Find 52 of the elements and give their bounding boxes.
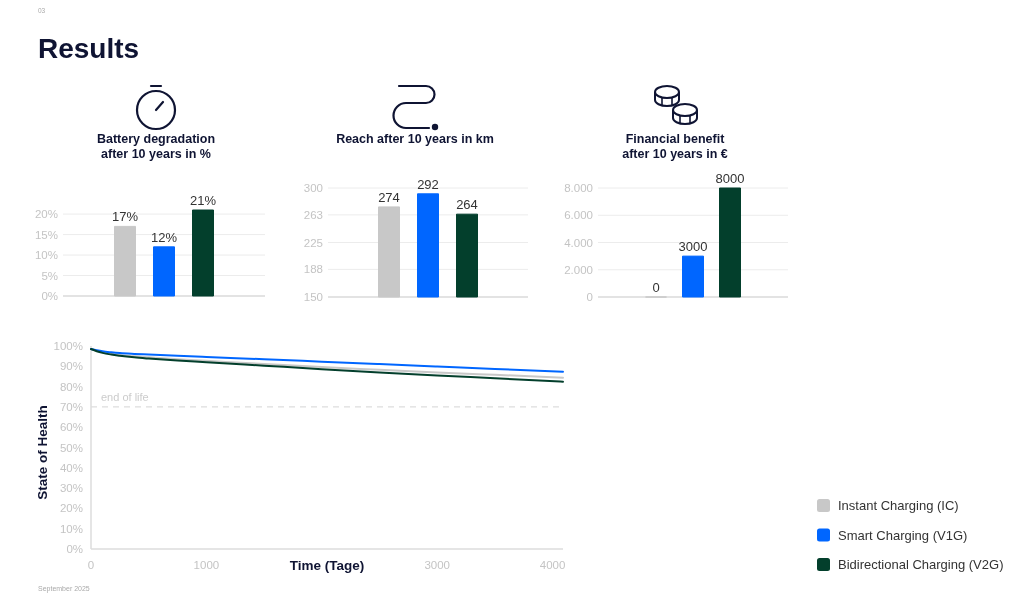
y-tick-label: 100% bbox=[53, 340, 83, 353]
y-tick-label: 0% bbox=[41, 290, 58, 303]
x-tick-label: 4000 bbox=[539, 559, 566, 571]
bar bbox=[114, 225, 136, 297]
y-tick-label: 40% bbox=[59, 461, 83, 474]
y-tick-label: 20% bbox=[34, 208, 58, 221]
y-tick-label: 80% bbox=[59, 380, 83, 393]
legend-label: Bidirectional Charging (V2G) bbox=[838, 557, 1004, 573]
y-tick-label: 70% bbox=[59, 400, 83, 413]
y-tick-label: 2.000 bbox=[564, 263, 593, 276]
data-label: 274 bbox=[378, 189, 400, 205]
legend-label: Instant Charging (IC) bbox=[838, 498, 959, 514]
y-tick-label: 60% bbox=[59, 421, 83, 434]
data-label: 21% bbox=[189, 193, 217, 208]
y-tick-label: 50% bbox=[59, 441, 83, 454]
legend-label: Smart Charging (V1G) bbox=[838, 527, 968, 543]
y-tick-label: 10% bbox=[34, 249, 58, 262]
y-tick-label: 0 bbox=[586, 291, 593, 304]
data-label: 12% bbox=[150, 229, 178, 245]
data-label: 264 bbox=[456, 197, 478, 213]
data-label: 3000 bbox=[678, 239, 708, 255]
chart-title: Battery degradation after 10 years in % bbox=[96, 132, 216, 161]
y-axis-title: State of Health bbox=[35, 405, 50, 500]
y-tick-label: 10% bbox=[59, 522, 83, 535]
y-tick-label: 15% bbox=[34, 228, 58, 241]
data-label: 292 bbox=[417, 176, 439, 192]
x-tick-label: 1000 bbox=[193, 559, 220, 571]
y-tick-label: 300 bbox=[303, 182, 323, 195]
y-tick-label: 20% bbox=[59, 502, 83, 515]
y-tick-label: 0% bbox=[66, 543, 83, 556]
y-tick-label: 6.000 bbox=[564, 209, 593, 222]
y-tick-label: 150 bbox=[303, 291, 323, 304]
bar bbox=[153, 246, 175, 297]
y-tick-label: 4.000 bbox=[564, 236, 593, 249]
bar bbox=[719, 187, 741, 298]
y-tick-label: 188 bbox=[303, 263, 323, 276]
data-label: 8000 bbox=[715, 171, 745, 186]
chart-title: Financial benefit after 10 years in € bbox=[622, 132, 728, 161]
bar bbox=[682, 255, 704, 298]
line-series bbox=[90, 348, 564, 373]
x-axis-title: Time (Tage) bbox=[289, 558, 365, 573]
y-tick-label: 30% bbox=[59, 482, 83, 495]
chart-title: Reach after 10 years in km bbox=[336, 132, 494, 146]
text: Results bbox=[38, 33, 140, 64]
data-label: 0 bbox=[652, 280, 660, 295]
data-label: 17% bbox=[111, 209, 139, 225]
bar bbox=[192, 209, 214, 297]
x-tick-label: 3000 bbox=[424, 559, 451, 571]
y-tick-label: 90% bbox=[59, 360, 83, 373]
y-tick-label: 263 bbox=[303, 208, 323, 221]
y-tick-label: 225 bbox=[303, 236, 323, 249]
y-tick-label: 8.000 bbox=[564, 182, 593, 195]
